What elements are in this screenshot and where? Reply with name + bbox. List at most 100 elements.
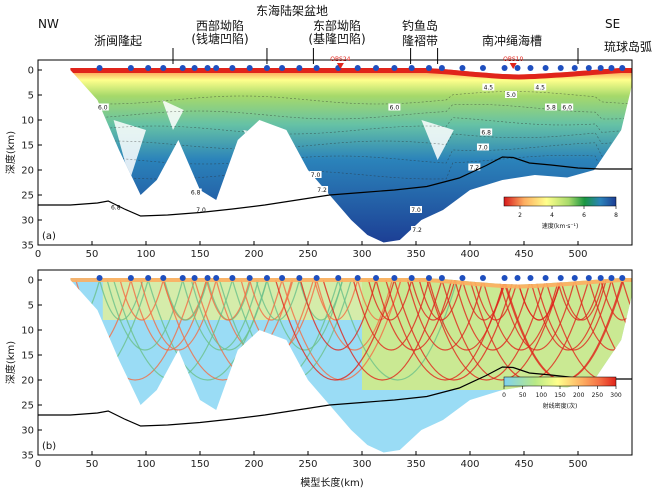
contour-label: 5.0 bbox=[506, 92, 516, 99]
colorbar-tick-label: 100 bbox=[536, 392, 548, 399]
ray-path bbox=[529, 279, 607, 351]
contour-label-bg bbox=[96, 103, 109, 111]
ray-path bbox=[249, 279, 294, 321]
contour-label: 7.0 bbox=[411, 207, 421, 214]
region-east-depression-sub: (基隆凹陷) bbox=[308, 31, 365, 46]
ray-path bbox=[473, 279, 519, 321]
ray-path bbox=[600, 279, 632, 321]
contour-label-bg bbox=[468, 163, 481, 171]
y-tick-label: 5 bbox=[28, 301, 34, 312]
ray-path bbox=[426, 279, 547, 381]
obs-station-marker bbox=[571, 65, 578, 71]
y-tick-label: 20 bbox=[21, 376, 34, 387]
contour-label: 6.0 bbox=[562, 105, 572, 112]
colorbar-tick-label: 300 bbox=[610, 392, 622, 399]
obs-station-marker bbox=[246, 65, 253, 71]
obs-station-marker bbox=[514, 65, 521, 71]
obs-station-marker bbox=[96, 65, 103, 71]
ray-path bbox=[357, 279, 402, 321]
contour-label: 7.0 bbox=[478, 145, 488, 152]
region-ryukyu-arc: 琉球岛弧 bbox=[604, 39, 652, 54]
contour-label: 7.2 bbox=[470, 165, 480, 172]
obs-station-marker bbox=[213, 275, 220, 281]
contour-label: 5.8 bbox=[546, 105, 556, 112]
x-tick-label: 500 bbox=[568, 459, 587, 470]
ray-path bbox=[274, 279, 396, 381]
model-body bbox=[70, 278, 632, 453]
panel-a-velocity: 6.0 6.0 4.5 5.0 4.5 5.8 6.0 6.8 7.0 7.2 7.0 7.2 6.8 7… bbox=[4, 48, 633, 260]
obs-station-marker bbox=[373, 65, 380, 71]
contour-label-bg bbox=[309, 171, 322, 178]
ray-path bbox=[352, 279, 430, 351]
y-tick-label: 0 bbox=[28, 66, 34, 77]
obs-station-marker bbox=[145, 65, 152, 71]
y-tick-label: 35 bbox=[21, 241, 34, 252]
ray-path bbox=[610, 279, 632, 351]
obs-station-marker bbox=[527, 275, 534, 281]
contour-label-bg bbox=[480, 128, 493, 136]
contour-label: 7.2 bbox=[412, 227, 422, 234]
obs-station-marker bbox=[585, 275, 592, 281]
obs-station-marker bbox=[542, 275, 549, 281]
colorbar-tick-label: 2 bbox=[518, 212, 522, 219]
x-tick-label: 0 bbox=[35, 459, 41, 470]
obs-station-marker bbox=[479, 65, 486, 71]
ray-path bbox=[281, 279, 402, 381]
obs-highlight-marker bbox=[336, 63, 344, 69]
velocity-contour bbox=[70, 132, 628, 150]
ray-path bbox=[498, 279, 576, 351]
obs-station-marker bbox=[191, 275, 198, 281]
y-axis-label: 深度(km) bbox=[4, 341, 17, 384]
obs-station-marker bbox=[608, 275, 615, 281]
region-west-depression-sub: (钱塘凹陷) bbox=[191, 31, 248, 46]
obs-station-marker bbox=[608, 65, 615, 71]
obs-station-marker bbox=[425, 275, 432, 281]
colorbar bbox=[503, 376, 617, 387]
obs-station-marker bbox=[296, 275, 303, 281]
contour-label-bg bbox=[482, 83, 495, 91]
x-tick-label: 300 bbox=[352, 459, 371, 470]
moho-line bbox=[38, 156, 632, 217]
y-tick-label: 5 bbox=[28, 91, 34, 102]
obs-station-marker bbox=[313, 65, 320, 71]
coverage-gap bbox=[243, 130, 292, 170]
ray-path bbox=[98, 279, 144, 321]
contour-label-bg bbox=[561, 103, 574, 111]
obs-highlight-marker bbox=[509, 63, 517, 69]
obs-station-marker bbox=[204, 65, 211, 71]
ray-path bbox=[298, 279, 344, 321]
obs-station-marker bbox=[542, 65, 549, 71]
obs-station-marker bbox=[229, 65, 236, 71]
obs-station-marker bbox=[479, 275, 486, 281]
obs-station-marker bbox=[179, 275, 186, 281]
region-east-depression: 东部坳陷 bbox=[313, 18, 361, 33]
x-tick-label: 100 bbox=[136, 249, 155, 260]
contour-label: 7.2 bbox=[317, 187, 327, 194]
obs-station-marker bbox=[438, 275, 445, 281]
y-tick-label: 20 bbox=[21, 166, 34, 177]
obs-station-marker bbox=[179, 65, 186, 71]
y-tick-label: 35 bbox=[21, 451, 34, 462]
contour-label-bg bbox=[316, 186, 329, 193]
obs-station-marker bbox=[191, 65, 198, 71]
contour-label-bg bbox=[411, 226, 424, 233]
obs-station-marker bbox=[373, 275, 380, 281]
y-tick-label: 15 bbox=[21, 351, 34, 362]
obs-station-marker bbox=[501, 65, 508, 71]
header-annotations: NW SE 东海陆架盆地 浙闽隆起 西部坳陷 (钱塘凹陷) 东部坳陷 (基隆凹陷… bbox=[38, 3, 652, 54]
contour-label-bg bbox=[476, 143, 489, 151]
obs-station-marker bbox=[335, 275, 342, 281]
ray-path bbox=[119, 279, 164, 321]
obs-station-marker bbox=[391, 275, 398, 281]
obs-station-marker bbox=[459, 65, 466, 71]
contour-label: 6.8 bbox=[191, 190, 201, 197]
x-axis-title: 模型长度(km) bbox=[300, 476, 363, 489]
velocity-contour bbox=[70, 91, 628, 105]
contour-label: 7.0 bbox=[311, 172, 321, 179]
obs-station-marker bbox=[408, 65, 415, 71]
contour-label: 4.5 bbox=[535, 85, 545, 92]
colorbar-label: 射线密度(次) bbox=[543, 402, 578, 410]
direction-nw-label: NW bbox=[38, 17, 59, 31]
obs-station-marker bbox=[229, 275, 236, 281]
